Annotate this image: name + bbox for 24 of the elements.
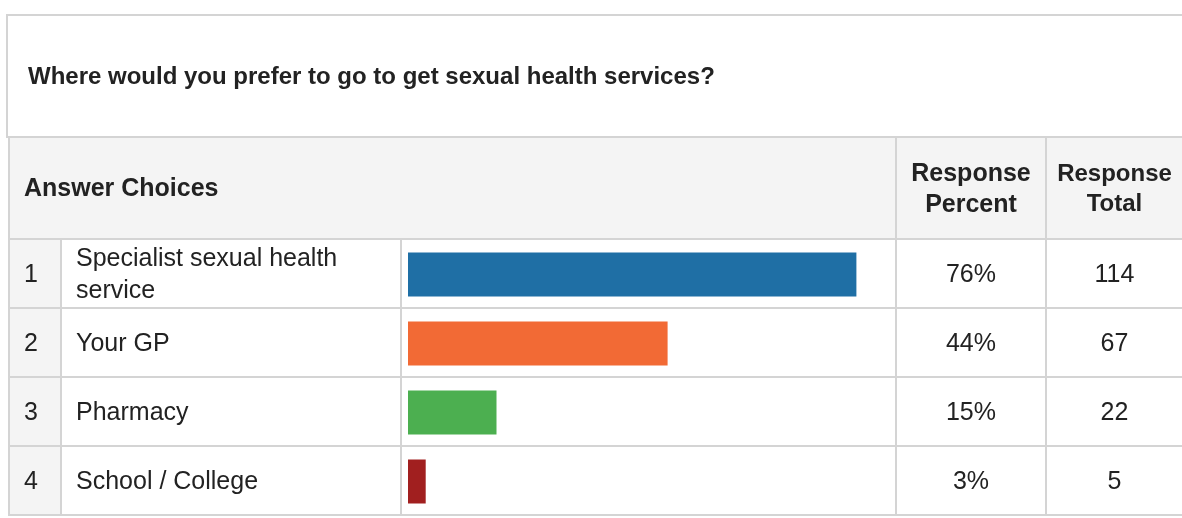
bar [408, 390, 497, 435]
bar [408, 459, 426, 504]
text: 4 [8, 447, 60, 516]
y-tick-label: School / College [60, 447, 400, 516]
text: 3 [8, 378, 60, 447]
text: 2 [8, 309, 60, 378]
text: 5 [1045, 447, 1182, 516]
y-tick-label: Pharmacy [60, 378, 400, 447]
bar [408, 252, 857, 297]
text: Answer Choices [8, 138, 895, 240]
text: 67 [1045, 309, 1182, 378]
text: 114 [1045, 240, 1182, 309]
data-label: 76% [895, 240, 1045, 309]
text: Response Total [1056, 158, 1173, 218]
bar [408, 321, 668, 366]
data-label: 3% [895, 447, 1045, 516]
text: 22 [1045, 378, 1182, 447]
y-tick-label: Specialist sexual health service [60, 240, 400, 309]
chart-title: Where would you prefer to go to get sexual health services? [28, 62, 715, 90]
y-tick-label: Your GP [60, 309, 400, 378]
data-label: 15% [895, 378, 1045, 447]
data-label: 44% [895, 309, 1045, 378]
text: Response Percent [895, 138, 1045, 240]
text: 1 [8, 240, 60, 309]
